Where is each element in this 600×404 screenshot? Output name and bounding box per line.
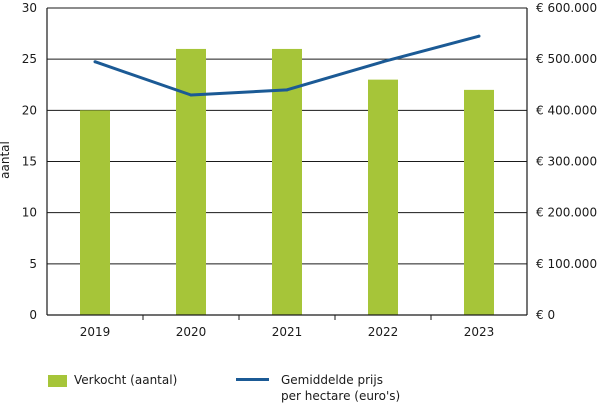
price-point [477,34,481,38]
x-tick-label: 2020 [176,325,207,339]
price-line-group [93,34,481,97]
y2-tick-label: € 0 [536,308,555,322]
bar [368,79,398,315]
y2-tick-label: € 300.000 [536,155,597,169]
x-tick-label: 2022 [368,325,399,339]
price-point [189,93,193,97]
price-point [285,88,289,92]
legend-line-swatch [236,378,269,381]
tick-labels: 0 5 10 15 20 25 30 € 0 € 100.000 € 200.000 € 300.0… [22,1,597,339]
y-tick-label: 0 [29,308,37,322]
bar [80,110,110,315]
axes [46,8,528,320]
legend-bar-label: Verkocht (aantal) [74,373,178,387]
y-tick-label: 10 [22,206,37,220]
y2-tick-label: € 400.000 [536,103,597,117]
legend-line-label-1: Gemiddelde prijs [281,373,383,387]
legend-bar-swatch [48,375,67,387]
bar [272,48,302,315]
y-tick-label: 30 [22,1,37,15]
y2-tick-label: € 600.000 [536,1,597,15]
y-tick-label: 25 [22,52,37,66]
bar [176,48,206,315]
x-tick-label: 2023 [464,325,495,339]
y-tick-label: 15 [22,155,37,169]
y2-tick-label: € 500.000 [536,52,597,66]
y-tick-label: 5 [29,257,37,271]
y-axis-label: aantal [0,141,12,179]
price-point [381,60,385,64]
y-tick-label: 20 [22,103,37,117]
y2-tick-label: € 100.000 [536,257,597,271]
x-tick-label: 2021 [272,325,303,339]
legend-line-label: Gemiddelde prijs per hectare (euro's) [281,372,400,404]
x-tick-label: 2019 [80,325,111,339]
y2-tick-label: € 200.000 [536,206,597,220]
price-point [93,60,97,64]
legend-line-label-2: per hectare (euro's) [281,389,401,403]
bar [464,89,494,315]
